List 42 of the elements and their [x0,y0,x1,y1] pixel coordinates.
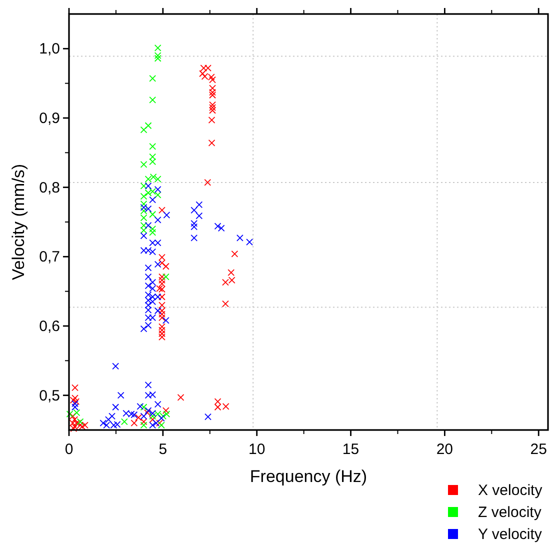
point [149,225,156,232]
point [149,96,156,104]
point [149,228,156,236]
legend-label: Y velocity [478,526,542,543]
point [140,182,148,190]
y-tick-label: 0,6 [39,318,60,335]
point [149,75,156,82]
legend-label: Z velocity [478,504,542,521]
point [149,153,156,160]
x-tick-label: 10 [248,441,266,458]
point [154,192,162,198]
x-axis-title: Frequency (Hz) [250,467,368,486]
point [140,207,148,214]
point [140,192,148,200]
point [140,404,148,411]
y-tick-label: 1,0 [39,40,60,58]
point [140,226,148,234]
y-tick-label: 0,5 [39,387,60,404]
x-tick-label: 5 [158,441,168,458]
y-axis-title: Velocity (mm/s) [9,164,28,280]
point [149,210,156,218]
y-tick-label: 0,8 [39,179,60,196]
point [144,122,152,130]
point [140,222,148,229]
point [154,52,162,60]
point [120,418,128,426]
point [149,158,156,166]
point [140,161,148,168]
y-tick-label: 0,9 [39,110,60,127]
y-tick-label: 0,7 [39,248,60,266]
legend-label: X velocity [478,482,543,499]
point [140,214,148,222]
x-tick-label: 20 [436,441,454,458]
x-tick-label: 15 [342,441,360,458]
point [140,422,148,429]
point [162,273,170,280]
x-tick-label: 25 [530,441,547,458]
point [149,142,156,150]
point [140,126,148,134]
x-tick-label: 0 [64,441,74,458]
point [154,54,162,62]
point [154,44,162,52]
